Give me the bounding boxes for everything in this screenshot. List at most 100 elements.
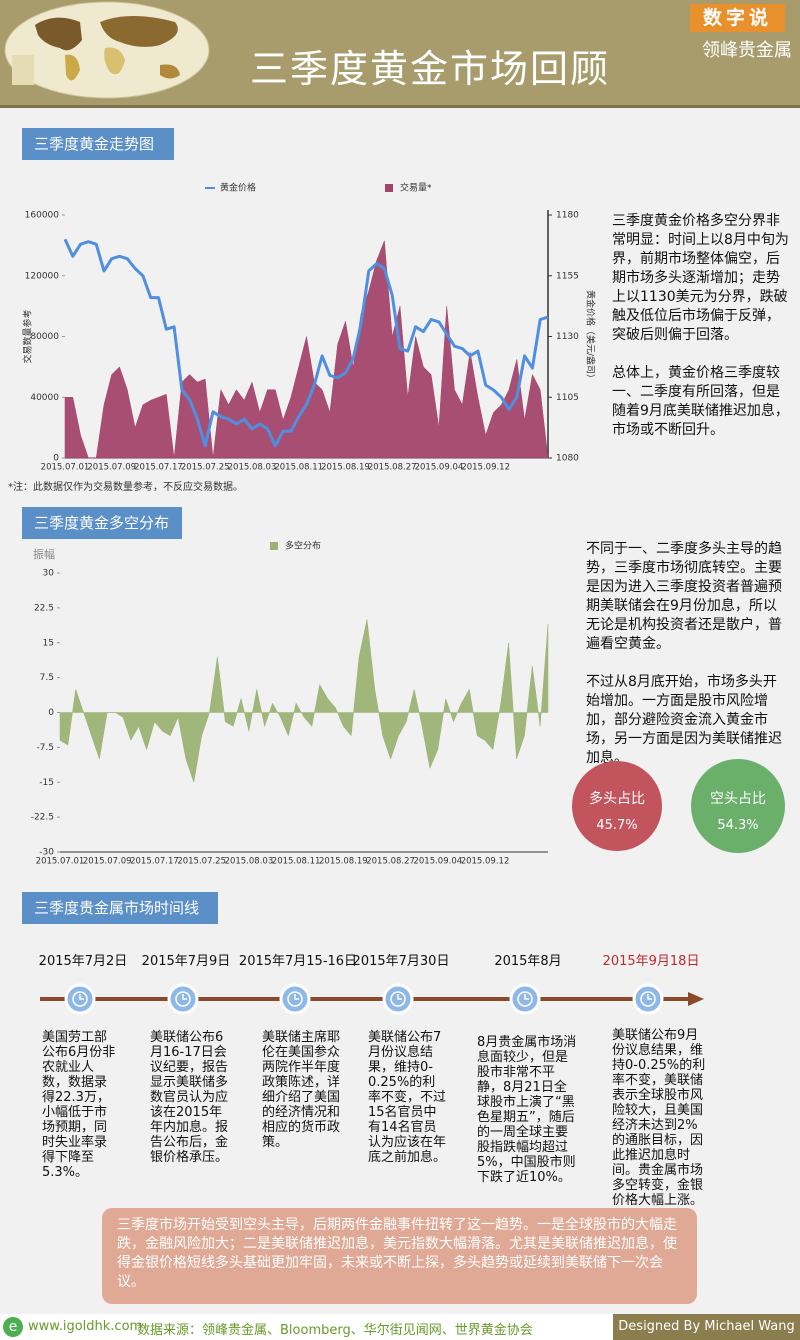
x-tick-label: 2015.09.04 [415,463,464,473]
price-line [63,238,549,448]
y-tick-label: 80000 [30,332,59,342]
x-tick-label: 2015.08.11 [274,463,323,473]
x-tick-label: 2015.08.11 [272,857,321,867]
section-title: 三季度贵金属市场时间线 [22,892,218,924]
title: 三季度黄金市场回顾 [249,47,610,91]
ratio-label: 多头占比 [589,791,645,807]
x-tick-label: 2015.07.17 [134,463,183,473]
event-text: 美联储主席耶伦在美国参众两院作半年度政策陈述，详细介绍了美国的经济情况和相应的货… [262,1030,341,1150]
x-tick-label: 2015.07.01 [36,857,85,867]
clock-face [517,991,533,1007]
clock-hands [397,994,402,1000]
event-text: 美联储公布6月16-17日会议纪要，报告显示美联储多数官员认为应该在2015年年… [150,1030,229,1165]
y2-axis-title: 黄金价格（美元/盎司） [585,290,597,383]
x-tick-label: 2015.07.17 [130,857,179,867]
event-date: 2015年8月 [494,954,562,969]
legend-label: 交易量* [400,182,432,194]
x-tick-label: 2015.08.03 [228,463,277,473]
section-title: 三季度黄金走势图 [22,128,174,160]
x-tick-label: 2015.07.09 [83,857,132,867]
event-text: 美联储公布9月份议息结果，维持0-0.25%的利率不变，美联储表示全球股市风险较… [612,1028,706,1208]
y-tick-label: 30 [43,569,55,579]
y-tick-label: 0 [53,454,59,464]
y-tick-label: 120000 [25,271,60,281]
logo: e [3,1317,23,1337]
x-tick-label: 2015.07.25 [177,857,226,867]
y-tick-label: -7.5 [36,743,54,753]
y-tick-label: 0 [48,708,54,718]
event-text: 美联储公布7月份议息结果，维持0-0.25%的利率不变，不过15名官员中有14名… [368,1030,447,1165]
world-map [4,1,210,99]
y-tick-label: -30 [39,848,54,858]
short-ratio: 空头占比 54.3% [691,759,785,853]
long-ratio: 多头占比 45.7% [572,761,662,851]
clock-face [287,991,303,1007]
ratio-value: 45.7% [596,818,638,833]
y2-tick-label: 1155 [556,271,579,281]
chart: -30-22.5-15-7.507.51522.5302015.07.01201… [31,540,549,867]
y-tick-label: 22.5 [34,603,54,613]
commentary: 三季度黄金价格多空分界非常明显：时间上以8月中旬为界，前期市场整体偏空，后期市场… [612,212,792,459]
summary: 三季度市场开始受到空头主导，后期两件金融事件扭转了这一趋势。一是全球股市的大幅走… [102,1208,697,1304]
event-date: 2015年7月30日 [352,954,450,969]
paragraph: 不过从8月底开始，市场多头开始增加。一方面是股市风险增加，部分避险资金流入黄金市… [586,674,782,766]
clock-face [390,991,406,1007]
y-axis-title: 振幅 [33,547,55,561]
y-axis-title: 交易数量参考 [22,309,34,363]
legend-swatch [385,184,393,192]
legend-label: 多空分布 [285,540,321,552]
event-text: 8月贵金属市场消息面较少，但是股市非常不平静，8月21日全球股市上演了“黑色星期… [477,1035,577,1185]
website: www.igoldhk.com [28,1319,143,1334]
clock-face [175,991,191,1007]
ratio-value: 54.3% [717,818,759,833]
chart: 040000800001200001600002015.07.012015.07… [22,182,597,473]
clock-hands [524,994,529,1000]
x-tick-label: 2015.09.04 [413,857,462,867]
credit: Designed By Michael Wang [613,1314,800,1340]
footer: e www.igoldhk.com 数据来源：领峰贵金属、Bloomberg、华… [0,1314,800,1340]
badge: 数字说 [690,4,785,32]
y-tick-label: -22.5 [31,813,54,823]
event-date: 2015年7月9日 [141,954,231,969]
x-tick-label: 2015.08.27 [368,463,417,473]
clock-hands [294,994,299,1000]
event-date: 2015年7月2日 [38,954,128,969]
y2-tick-label: 1105 [556,393,579,403]
x-tick-label: 2015.07.25 [181,463,230,473]
x-tick-label: 2015.07.09 [87,463,136,473]
y2-tick-label: 1080 [556,454,579,464]
y-tick-label: 40000 [30,393,59,403]
y2-tick-label: 1130 [556,332,579,342]
x-tick-label: 2015.09.12 [461,857,510,867]
clock-face [640,991,656,1007]
area [64,240,549,459]
clock-hands [79,994,84,1000]
section-title: 三季度黄金多空分布 [22,507,182,539]
y-tick-label: 160000 [25,211,60,221]
paragraph: 总体上，黄金价格三季度较一、二季度有所回落，但是随着9月底美联储推迟加息，市场或… [612,365,789,438]
x-tick-label: 2015.08.19 [321,463,370,473]
x-tick-label: 2015.08.19 [319,857,368,867]
clock-hands [182,994,187,1000]
clock-face [72,991,88,1007]
area [59,619,549,783]
x-tick-label: 2015.08.27 [366,857,415,867]
header: 三季度黄金市场回顾 数字说 领峰贵金属 [0,0,800,108]
paragraph: 三季度黄金价格多空分界非常明显：时间上以8月中旬为界，前期市场整体偏空，后期市场… [612,213,789,343]
x-tick-label: 2015.07.01 [41,463,90,473]
event-text: 美国劳工部公布6月份非农就业人数，数据录得22.3万，小幅低于市场预期，同时失业… [42,1030,116,1180]
y-tick-label: 7.5 [40,673,54,683]
ratio-label: 空头占比 [710,791,766,807]
brand: 领峰贵金属 [702,40,792,61]
timeline-axis [40,983,704,1015]
note: *注：此数据仅作为交易数量参考，不反应交易数据。 [8,482,243,493]
clock-hands [647,994,652,1000]
commentary: 不同于一、二季度多头主导的趋势，三季度市场彻底转空。主要是因为进入三季度投资者普… [586,540,790,787]
event-date: 2015年9月18日 [602,954,700,969]
legend-swatch [270,542,278,550]
x-tick-label: 2015.09.12 [461,463,510,473]
y-tick-label: -15 [39,778,54,788]
legend-label: 黄金价格 [220,182,256,194]
event-date: 2015年7月15-16日 [238,954,358,969]
